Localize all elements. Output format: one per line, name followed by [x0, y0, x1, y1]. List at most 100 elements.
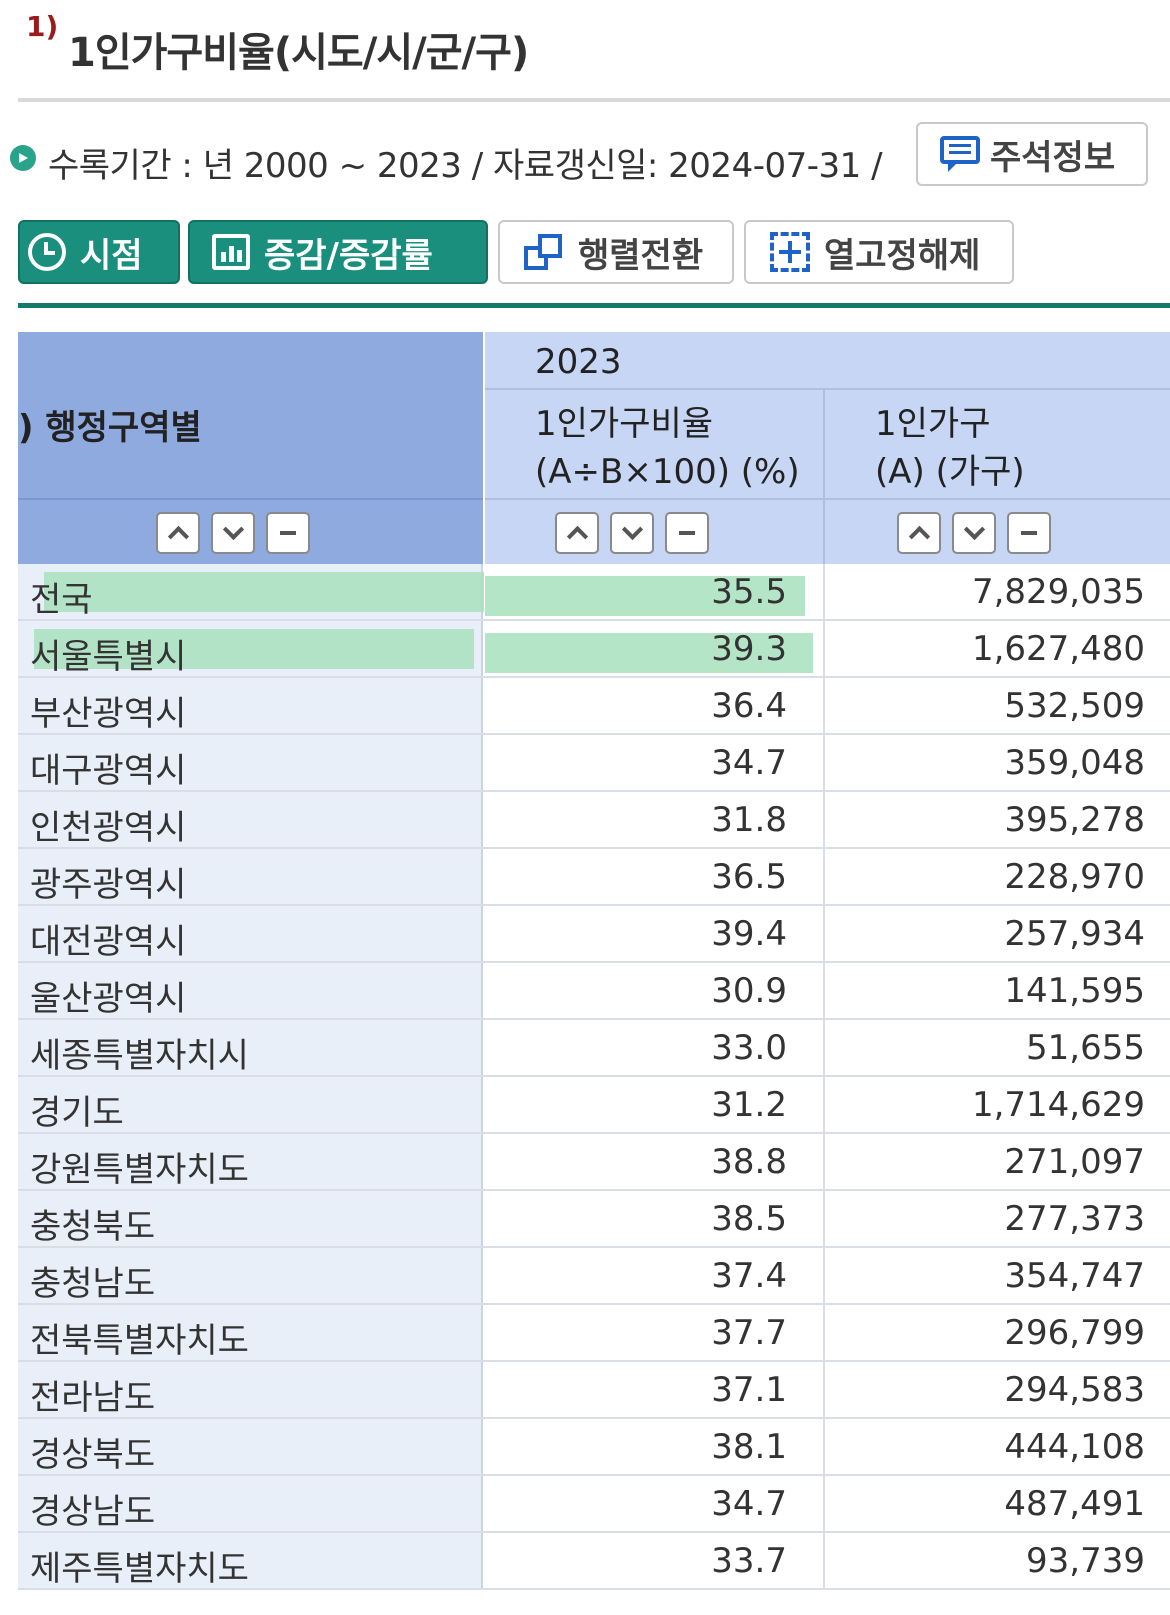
ratio-cell[interactable]: 33.0: [485, 1020, 825, 1075]
ratio-cell[interactable]: 37.1: [485, 1362, 825, 1417]
table-row[interactable]: 전국 35.5 7,829,035: [18, 564, 1170, 621]
region-cell[interactable]: 부산광역시: [18, 678, 483, 734]
ratio-sort-asc-button[interactable]: [555, 512, 599, 554]
households-cell[interactable]: 532,509: [825, 678, 1170, 733]
ratio-cell[interactable]: 34.7: [485, 735, 825, 790]
region-cell[interactable]: 전라남도: [18, 1362, 483, 1418]
pivot-button[interactable]: 행렬전환: [498, 220, 734, 284]
ratio-cell[interactable]: 36.5: [485, 849, 825, 904]
title-footnote-marker[interactable]: 1): [26, 10, 59, 43]
region-cell[interactable]: 대구광역시: [18, 735, 483, 791]
region-sort-asc-button[interactable]: [156, 512, 200, 554]
households-cell[interactable]: 277,373: [825, 1191, 1170, 1246]
region-cell[interactable]: 경기도: [18, 1077, 483, 1133]
ratio-cell[interactable]: 37.4: [485, 1248, 825, 1303]
region-cell[interactable]: 경상북도: [18, 1419, 483, 1475]
households-cell[interactable]: 228,970: [825, 849, 1170, 904]
region-cell[interactable]: 서울특별시: [18, 621, 483, 677]
ratio-value: 39.4: [711, 914, 787, 954]
ratio-sort-desc-button[interactable]: [610, 512, 654, 554]
households-cell[interactable]: 359,048: [825, 735, 1170, 790]
region-name: 충청북도: [30, 1207, 156, 1247]
ratio-cell[interactable]: 37.7: [485, 1305, 825, 1360]
ratio-cell[interactable]: 35.5: [485, 564, 825, 619]
ratio-cell[interactable]: 39.3: [485, 621, 825, 676]
households-sort-asc-button[interactable]: [897, 512, 941, 554]
households-cell[interactable]: 51,655: [825, 1020, 1170, 1075]
ratio-cell[interactable]: 31.8: [485, 792, 825, 847]
ratio-value: 38.5: [711, 1199, 787, 1239]
table-row[interactable]: 경상남도 34.7 487,491: [18, 1476, 1170, 1533]
ratio-cell[interactable]: 36.4: [485, 678, 825, 733]
region-cell[interactable]: 강원특별자치도: [18, 1134, 483, 1190]
region-cell[interactable]: 충청남도: [18, 1248, 483, 1304]
region-sort-reset-button[interactable]: [266, 512, 310, 554]
households-cell[interactable]: 487,491: [825, 1476, 1170, 1531]
households-cell[interactable]: 395,278: [825, 792, 1170, 847]
region-cell[interactable]: 전국: [18, 564, 484, 620]
region-cell[interactable]: 제주특별자치도: [18, 1533, 483, 1589]
highlight-bar: [485, 633, 813, 673]
households-sort-reset-button[interactable]: [1007, 512, 1051, 554]
table-row[interactable]: 충청남도 37.4 354,747: [18, 1248, 1170, 1305]
annotation-info-button[interactable]: 주석정보: [916, 122, 1148, 186]
ratio-cell[interactable]: 39.4: [485, 906, 825, 961]
households-sort-desc-button[interactable]: [952, 512, 996, 554]
region-cell[interactable]: 울산광역시: [18, 963, 483, 1019]
table-row[interactable]: 서울특별시 39.3 1,627,480: [18, 621, 1170, 678]
region-cell[interactable]: 인천광역시: [18, 792, 483, 848]
change-rate-button[interactable]: 증감/증감률: [188, 220, 488, 284]
ratio-value: 31.8: [711, 800, 787, 840]
households-cell[interactable]: 1,714,629: [825, 1077, 1170, 1132]
table-row[interactable]: 경상북도 38.1 444,108: [18, 1419, 1170, 1476]
ratio-cell[interactable]: 38.1: [485, 1419, 825, 1474]
households-cell[interactable]: 7,829,035: [825, 564, 1170, 619]
ratio-cell[interactable]: 38.5: [485, 1191, 825, 1246]
ratio-cell[interactable]: 38.8: [485, 1134, 825, 1189]
table-row[interactable]: 제주특별자치도 33.7 93,739: [18, 1533, 1170, 1590]
table-row[interactable]: 세종특별자치시 33.0 51,655: [18, 1020, 1170, 1077]
households-cell[interactable]: 141,595: [825, 963, 1170, 1018]
households-cell[interactable]: 296,799: [825, 1305, 1170, 1360]
table-row[interactable]: 인천광역시 31.8 395,278: [18, 792, 1170, 849]
table-row[interactable]: 전라남도 37.1 294,583: [18, 1362, 1170, 1419]
table-row[interactable]: 강원특별자치도 38.8 271,097: [18, 1134, 1170, 1191]
table-row[interactable]: 부산광역시 36.4 532,509: [18, 678, 1170, 735]
region-cell[interactable]: 전북특별자치도: [18, 1305, 483, 1361]
unfreeze-columns-button[interactable]: 열고정해제: [744, 220, 1014, 284]
households-cell[interactable]: 354,747: [825, 1248, 1170, 1303]
region-sort-desc-button[interactable]: [211, 512, 255, 554]
table-row[interactable]: 광주광역시 36.5 228,970: [18, 849, 1170, 906]
title-bar: [18, 0, 1170, 98]
region-cell[interactable]: 경상남도: [18, 1476, 483, 1532]
region-name: 전국: [30, 580, 93, 620]
highlight-bar: [44, 572, 484, 612]
ratio-sort-reset-button[interactable]: [665, 512, 709, 554]
ratio-cell[interactable]: 33.7: [485, 1533, 825, 1588]
region-name: 전북특별자치도: [30, 1321, 249, 1361]
region-cell[interactable]: 충청북도: [18, 1191, 483, 1247]
table-row[interactable]: 충청북도 38.5 277,373: [18, 1191, 1170, 1248]
households-cell[interactable]: 257,934: [825, 906, 1170, 961]
region-cell[interactable]: 세종특별자치시: [18, 1020, 483, 1076]
table-row[interactable]: 경기도 31.2 1,714,629: [18, 1077, 1170, 1134]
region-cell[interactable]: 대전광역시: [18, 906, 483, 962]
region-cell[interactable]: 광주광역시: [18, 849, 483, 905]
table-row[interactable]: 전북특별자치도 37.7 296,799: [18, 1305, 1170, 1362]
households-cell[interactable]: 444,108: [825, 1419, 1170, 1474]
table-row[interactable]: 대구광역시 34.7 359,048: [18, 735, 1170, 792]
households-cell[interactable]: 93,739: [825, 1533, 1170, 1588]
ratio-column-header: 1인가구비율 (A÷B×100) (%): [485, 390, 825, 498]
households-cell[interactable]: 294,583: [825, 1362, 1170, 1417]
ratio-cell[interactable]: 30.9: [485, 963, 825, 1018]
ratio-cell[interactable]: 34.7: [485, 1476, 825, 1531]
region-name: 서울특별시: [30, 637, 187, 677]
households-cell[interactable]: 1,627,480: [825, 621, 1170, 676]
time-point-button[interactable]: 시점: [18, 220, 180, 284]
region-name: 광주광역시: [30, 865, 187, 905]
ratio-cell[interactable]: 31.2: [485, 1077, 825, 1132]
table-row[interactable]: 대전광역시 39.4 257,934: [18, 906, 1170, 963]
table-row[interactable]: 울산광역시 30.9 141,595: [18, 963, 1170, 1020]
ratio-value: 34.7: [711, 743, 787, 783]
households-cell[interactable]: 271,097: [825, 1134, 1170, 1189]
